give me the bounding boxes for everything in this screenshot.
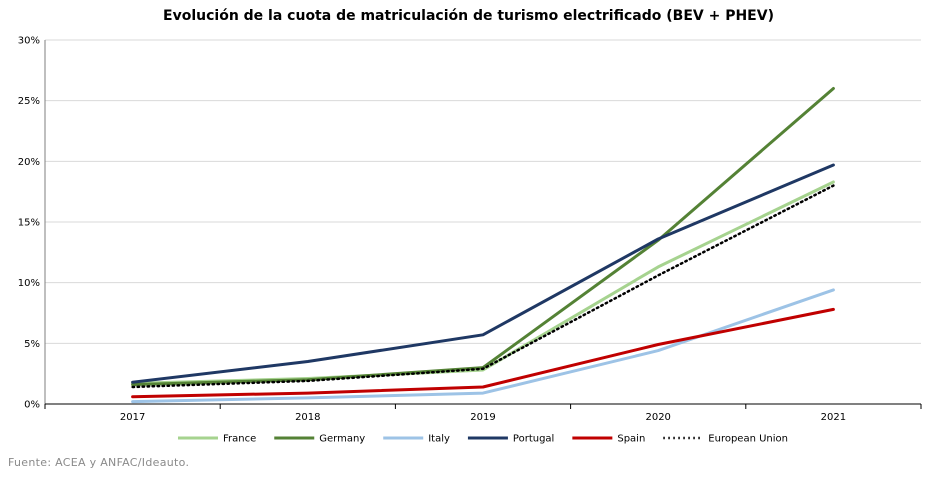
x-tick-label: 2018 <box>295 412 320 423</box>
series-line-germany <box>131 87 835 387</box>
legend-item: France <box>177 434 256 445</box>
x-tick-label: 2017 <box>120 412 145 423</box>
series-line-italy <box>131 288 835 404</box>
legend-item: Italy <box>383 434 450 445</box>
legend-label: Germany <box>319 434 365 445</box>
legend-label: France <box>223 434 256 445</box>
y-tick-label: 15% <box>18 218 40 229</box>
y-tick-label: 25% <box>18 96 40 107</box>
series-line-portugal <box>131 163 835 384</box>
y-tick-label: 30% <box>18 36 40 47</box>
legend-item: European Union <box>663 434 788 445</box>
x-tick-label: 2019 <box>470 412 495 423</box>
x-tick-label: 2021 <box>821 412 846 423</box>
series-lines <box>131 87 835 404</box>
y-tick-label: 20% <box>18 157 40 168</box>
legend-item: Portugal <box>467 434 554 445</box>
source-note: Fuente: ACEA y ANFAC/Ideauto. <box>8 456 190 469</box>
legend-item: Spain <box>572 434 645 445</box>
axes: 0% 5% 10% 15% 20% 25% 30% 2017 2018 2019 2020 2021 <box>18 36 922 423</box>
gridlines <box>45 39 921 344</box>
y-tick-label: 10% <box>18 278 40 289</box>
y-tick-label: 0% <box>24 400 40 411</box>
legend: France Germany Italy Portugal Spain European … <box>177 434 788 445</box>
x-tick-label: 2020 <box>645 412 670 423</box>
chart-title: Evolución de la cuota de matriculación d… <box>163 8 774 24</box>
legend-label: Portugal <box>513 434 554 445</box>
legend-label: European Union <box>708 434 788 445</box>
legend-label: Spain <box>617 434 645 445</box>
series-line-spain <box>131 307 835 399</box>
series-line-european-union <box>131 184 835 389</box>
y-tick-label: 5% <box>24 339 40 350</box>
legend-item: Germany <box>274 434 365 445</box>
legend-label: Italy <box>428 434 450 445</box>
